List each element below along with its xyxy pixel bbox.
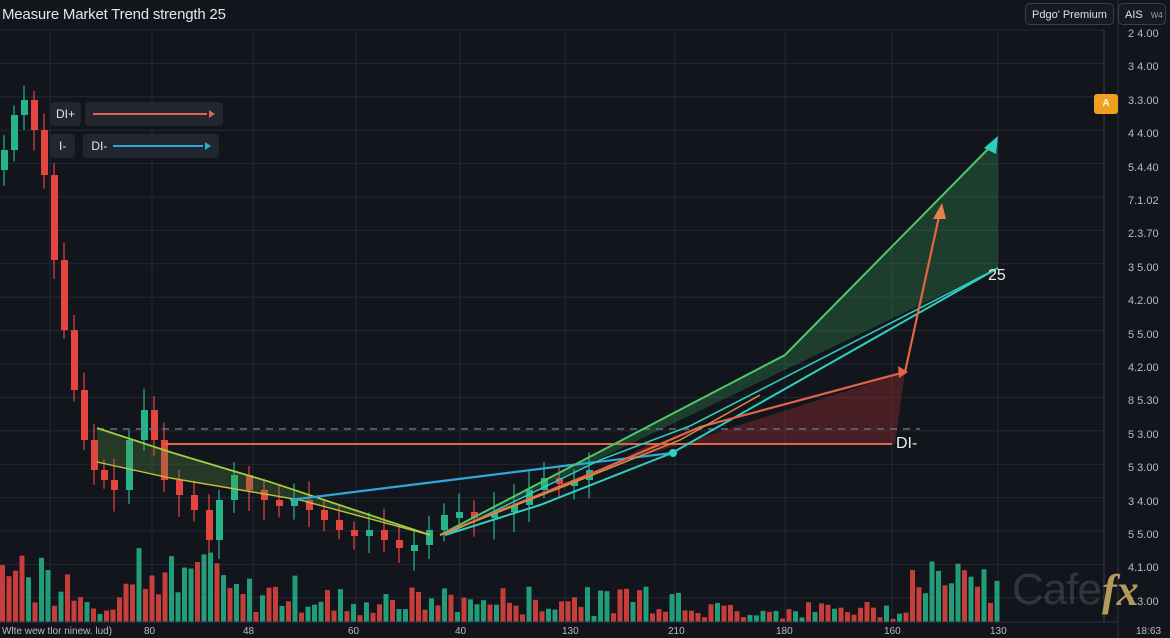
adx-up-arrowhead — [984, 136, 998, 154]
di-minus-line — [289, 451, 673, 502]
di-plus-line-swatch[interactable] — [85, 102, 224, 126]
candlesticks — [1, 85, 593, 571]
y-axis-label: 2 4.00 — [1128, 28, 1159, 40]
y-axis-label: 4 4.00 — [1128, 128, 1159, 141]
adx-node — [669, 449, 677, 457]
channel-upper-line — [96, 427, 431, 536]
alert-badge[interactable]: A — [1094, 94, 1118, 114]
y-axis-label: 2.3.70 — [1128, 228, 1159, 241]
watermark-fx-logo: fx — [1102, 566, 1139, 615]
y-axis-label: 4.1.00 — [1128, 562, 1159, 575]
legend-di-plus[interactable]: DI+ — [50, 102, 224, 126]
volume-bars — [0, 548, 1000, 622]
y-axis-label: 5 3.00 — [1128, 462, 1159, 475]
x-axis-label: 180 — [776, 626, 793, 637]
x-axis-label: 18:63 — [1136, 626, 1162, 637]
x-axis-label: 60 — [348, 626, 360, 637]
y-axis-label: 5 3.00 — [1128, 428, 1159, 441]
y-axis-label: 3.3.00 — [1128, 94, 1159, 107]
premium-button[interactable]: Pdgo' Premium — [1025, 3, 1114, 25]
di-plus-swatch-line — [93, 113, 208, 115]
premium-button-label: Pdgo' Premium — [1032, 9, 1107, 21]
x-axis-label: 80 — [144, 626, 156, 637]
x-axis-label: 160 — [884, 626, 901, 637]
adx-line — [444, 267, 999, 536]
indicator-overlays — [0, 0, 1119, 638]
adx-up-arrow-line — [439, 144, 993, 536]
y-axis-label: 5 5.00 — [1128, 529, 1159, 541]
di-plus-arrowhead — [933, 203, 946, 219]
y-axis-label: 5.4.40 — [1128, 161, 1159, 174]
y-axis-label: 8 5.30 — [1128, 395, 1159, 408]
asset-button-sub: W4 — [1150, 11, 1163, 20]
di-red-fill — [600, 372, 905, 470]
di-minus-swatch-arrow-icon — [205, 142, 212, 150]
asset-button[interactable]: AIS W4 — [1118, 3, 1166, 25]
adx-value-label: 25 — [988, 267, 1006, 284]
y-axis-label: 4.2.00 — [1128, 295, 1159, 308]
y-axis-label: 5 5.00 — [1128, 328, 1159, 341]
chart-grid — [0, 29, 1104, 622]
y-axis-label: 3 4.00 — [1128, 61, 1159, 74]
chart-title: Measure Market Trend strength 25 — [2, 6, 226, 23]
x-axis-label: 48 — [243, 626, 255, 637]
di-plus-line — [439, 211, 942, 537]
di-minus-swatch-line — [113, 145, 204, 147]
x-axis-label: 130 — [562, 626, 579, 637]
channel-lower-line — [96, 461, 431, 536]
y-axis-label: 5 3.00 — [1128, 595, 1159, 608]
watermark-text: Cafe — [1012, 565, 1102, 614]
di-minus-label: DI- — [91, 139, 108, 153]
di-minus-tag[interactable]: I- — [50, 134, 76, 158]
y-axis-label: 7.1.02 — [1128, 195, 1159, 207]
x-axis-label: 210 — [668, 626, 685, 637]
x-axis-label: 40 — [455, 626, 467, 637]
di-minus-annotation: DI- — [896, 435, 918, 452]
y-axis-label: 3 5.00 — [1128, 261, 1159, 274]
di-plus-swatch-arrow-icon — [209, 110, 216, 118]
x-axis-label: 130 — [990, 626, 1007, 637]
y-axis-label: 4.2.00 — [1128, 362, 1159, 374]
y-axis-label: 3 4.00 — [1128, 495, 1159, 508]
legend-di-minus[interactable]: I- DI- — [50, 134, 220, 158]
adx-green-fill — [440, 140, 998, 535]
asset-button-label: AIS — [1125, 9, 1143, 21]
x-axis-label: Wlte wew tlor ninew. lud) — [2, 626, 113, 637]
di-plus-midpoint-marker — [898, 366, 908, 378]
adx-trend-line-2 — [444, 267, 999, 536]
di-minus-line-swatch[interactable]: DI- — [83, 134, 220, 158]
di-plus-tag[interactable]: DI+ — [50, 102, 82, 126]
di-plus-secondary-line — [439, 394, 761, 536]
